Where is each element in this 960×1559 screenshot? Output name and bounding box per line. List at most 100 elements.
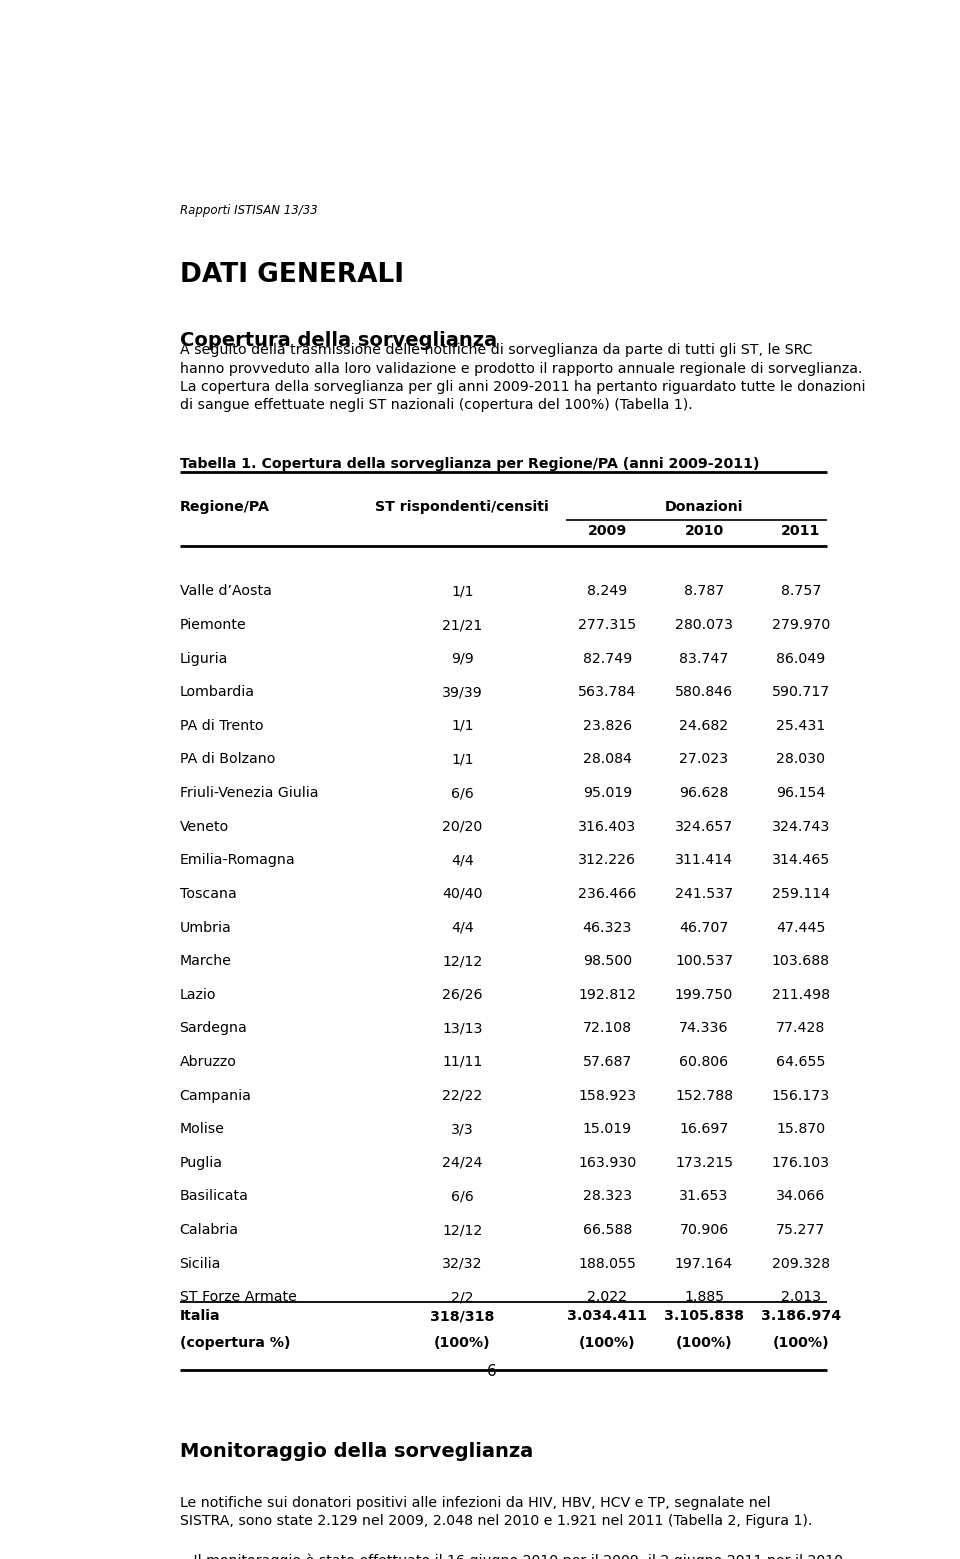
Text: 188.055: 188.055: [578, 1257, 636, 1271]
Text: 12/12: 12/12: [443, 1224, 482, 1236]
Text: Veneto: Veneto: [180, 820, 228, 834]
Text: 311.414: 311.414: [675, 853, 733, 867]
Text: (100%): (100%): [579, 1336, 636, 1350]
Text: PA di Trento: PA di Trento: [180, 719, 263, 733]
Text: 241.537: 241.537: [675, 887, 733, 901]
Text: 23.826: 23.826: [583, 719, 632, 733]
Text: 152.788: 152.788: [675, 1088, 733, 1102]
Text: Rapporti ISTISAN 13/33: Rapporti ISTISAN 13/33: [180, 204, 317, 217]
Text: Campania: Campania: [180, 1088, 252, 1102]
Text: 3/3: 3/3: [451, 1122, 473, 1137]
Text: 27.023: 27.023: [680, 753, 729, 767]
Text: 72.108: 72.108: [583, 1021, 632, 1035]
Text: 39/39: 39/39: [442, 686, 483, 700]
Text: 324.743: 324.743: [772, 820, 830, 834]
Text: 13/13: 13/13: [442, 1021, 483, 1035]
Text: 1/1: 1/1: [451, 753, 473, 767]
Text: Liguria: Liguria: [180, 652, 228, 666]
Text: DATI GENERALI: DATI GENERALI: [180, 262, 403, 287]
Text: 4/4: 4/4: [451, 853, 473, 867]
Text: 211.498: 211.498: [772, 988, 829, 1002]
Text: Il monitoraggio è stato effettuato il 16 giugno 2010 per il 2009, il 2 giugno 20: Il monitoraggio è stato effettuato il 16…: [180, 1553, 843, 1559]
Text: 83.747: 83.747: [680, 652, 729, 666]
Text: 60.806: 60.806: [680, 1055, 729, 1069]
Text: 2011: 2011: [781, 524, 821, 538]
Text: 277.315: 277.315: [578, 617, 636, 631]
Text: 15.870: 15.870: [777, 1122, 826, 1137]
Text: 8.787: 8.787: [684, 585, 724, 599]
Text: Marche: Marche: [180, 954, 231, 968]
Text: 46.707: 46.707: [680, 920, 729, 934]
Text: 24/24: 24/24: [442, 1155, 483, 1169]
Text: 173.215: 173.215: [675, 1155, 733, 1169]
Text: 28.084: 28.084: [583, 753, 632, 767]
Text: 199.750: 199.750: [675, 988, 733, 1002]
Text: 32/32: 32/32: [442, 1257, 483, 1271]
Text: Valle d’Aosta: Valle d’Aosta: [180, 585, 272, 599]
Text: 4/4: 4/4: [451, 920, 473, 934]
Text: 57.687: 57.687: [583, 1055, 632, 1069]
Text: 64.655: 64.655: [776, 1055, 826, 1069]
Text: Piemonte: Piemonte: [180, 617, 247, 631]
Text: 25.431: 25.431: [776, 719, 826, 733]
Text: Umbria: Umbria: [180, 920, 231, 934]
Text: Donazioni: Donazioni: [664, 500, 743, 514]
Text: 8.757: 8.757: [780, 585, 821, 599]
Text: 34.066: 34.066: [776, 1190, 826, 1204]
Text: 98.500: 98.500: [583, 954, 632, 968]
Text: 22/22: 22/22: [443, 1088, 482, 1102]
Text: Lazio: Lazio: [180, 988, 216, 1002]
Text: 158.923: 158.923: [578, 1088, 636, 1102]
Text: 96.154: 96.154: [776, 786, 826, 800]
Text: 77.428: 77.428: [776, 1021, 826, 1035]
Text: 163.930: 163.930: [578, 1155, 636, 1169]
Text: 1/1: 1/1: [451, 719, 473, 733]
Text: Abruzzo: Abruzzo: [180, 1055, 236, 1069]
Text: Friuli-Venezia Giulia: Friuli-Venezia Giulia: [180, 786, 318, 800]
Text: Calabria: Calabria: [180, 1224, 238, 1236]
Text: 46.323: 46.323: [583, 920, 632, 934]
Text: 82.749: 82.749: [583, 652, 632, 666]
Text: 1.885: 1.885: [684, 1291, 724, 1305]
Text: 6: 6: [487, 1364, 497, 1378]
Text: 8.249: 8.249: [588, 585, 628, 599]
Text: Lombardia: Lombardia: [180, 686, 254, 700]
Text: 16.697: 16.697: [680, 1122, 729, 1137]
Text: (100%): (100%): [676, 1336, 732, 1350]
Text: ST rispondenti/censiti: ST rispondenti/censiti: [375, 500, 549, 514]
Text: 9/9: 9/9: [451, 652, 473, 666]
Text: (100%): (100%): [434, 1336, 491, 1350]
Text: 70.906: 70.906: [680, 1224, 729, 1236]
Text: Copertura della sorveglianza: Copertura della sorveglianza: [180, 331, 496, 351]
Text: 3.186.974: 3.186.974: [760, 1310, 841, 1324]
Text: 6/6: 6/6: [451, 786, 473, 800]
Text: 28.323: 28.323: [583, 1190, 632, 1204]
Text: (copertura %): (copertura %): [180, 1336, 290, 1350]
Text: 12/12: 12/12: [443, 954, 482, 968]
Text: 3.105.838: 3.105.838: [664, 1310, 744, 1324]
Text: 1/1: 1/1: [451, 585, 473, 599]
Text: 590.717: 590.717: [772, 686, 829, 700]
Text: 316.403: 316.403: [578, 820, 636, 834]
Text: 176.103: 176.103: [772, 1155, 829, 1169]
Text: 96.628: 96.628: [680, 786, 729, 800]
Text: 312.226: 312.226: [578, 853, 636, 867]
Text: 318/318: 318/318: [430, 1310, 494, 1324]
Text: 100.537: 100.537: [675, 954, 733, 968]
Text: 192.812: 192.812: [578, 988, 636, 1002]
Text: 2010: 2010: [684, 524, 724, 538]
Text: Regione/PA: Regione/PA: [180, 500, 270, 514]
Text: 2.013: 2.013: [780, 1291, 821, 1305]
Text: 86.049: 86.049: [776, 652, 826, 666]
Text: (100%): (100%): [773, 1336, 829, 1350]
Text: 314.465: 314.465: [772, 853, 830, 867]
Text: Tabella 1. Copertura della sorveglianza per Regione/PA (anni 2009-2011): Tabella 1. Copertura della sorveglianza …: [180, 457, 759, 471]
Text: Italia: Italia: [180, 1310, 220, 1324]
Text: 31.653: 31.653: [680, 1190, 729, 1204]
Text: Emilia-Romagna: Emilia-Romagna: [180, 853, 295, 867]
Text: Molise: Molise: [180, 1122, 225, 1137]
Text: 2009: 2009: [588, 524, 627, 538]
Text: 324.657: 324.657: [675, 820, 733, 834]
Text: 95.019: 95.019: [583, 786, 632, 800]
Text: 3.034.411: 3.034.411: [567, 1310, 647, 1324]
